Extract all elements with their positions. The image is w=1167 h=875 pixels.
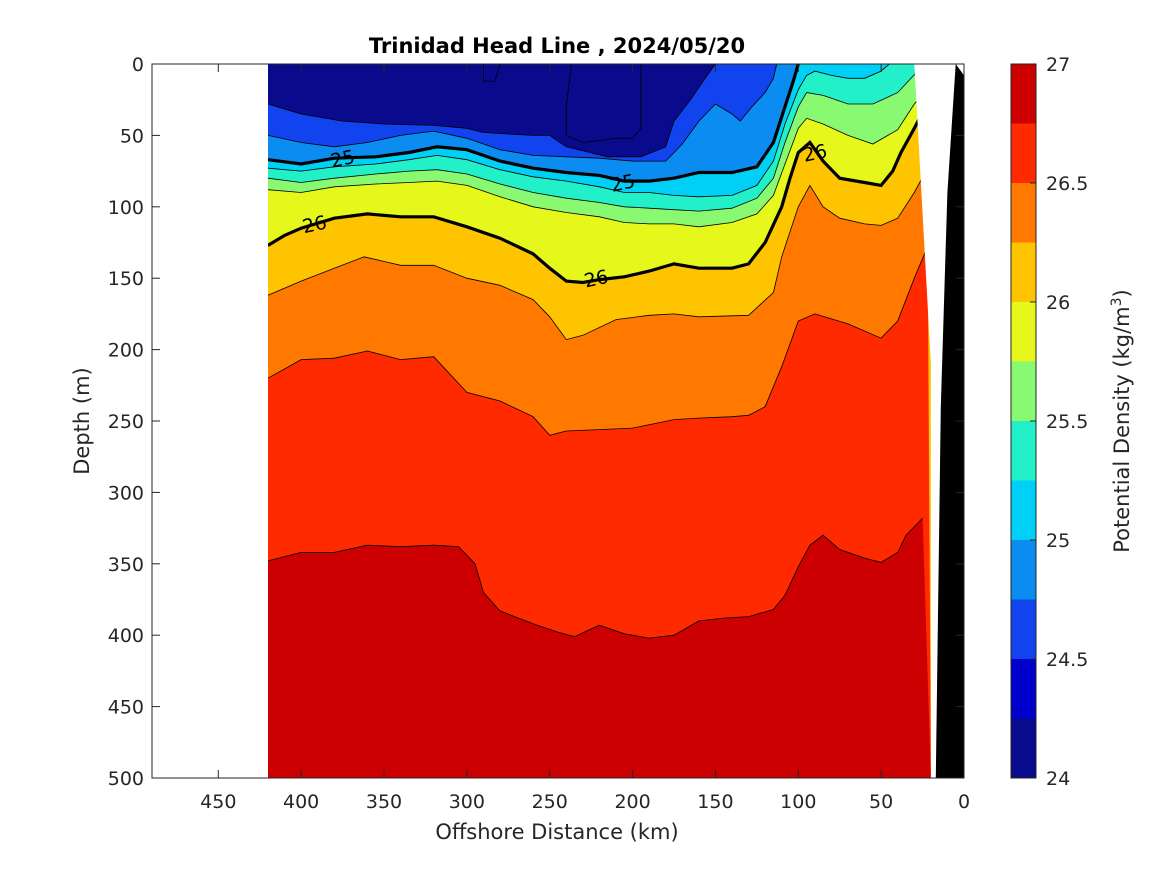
contour-label: 26 [582,266,610,293]
colorbar-label: Potential Density (kg/m3) [1109,289,1134,553]
seafloor-bathymetry [935,64,964,778]
colorbar-segment [1011,242,1036,302]
y-axis-label: Depth (m) [70,367,94,474]
isopycnal-line-26-25 [267,168,928,341]
isopycnal-line-24-75 [267,64,778,162]
colorbar-segment [1011,540,1036,600]
x-axis: 450 400 350 300 250 200 150 100 50 0 [200,64,970,813]
colorbar-label-close: ) [1110,289,1134,297]
colorbar-tick-label: 25.5 [1046,411,1088,433]
colorbar-segment [1011,421,1036,481]
y-axis: 0 50 100 150 200 250 300 350 400 450 500 [108,54,964,790]
colorbar-segment [1011,183,1036,243]
y-tick-label: 0 [132,54,144,76]
colorbar-tick-label: 25 [1046,530,1070,552]
colorbar-tick-label: 27 [1046,54,1070,76]
x-tick-label: 150 [697,791,733,813]
contour-labels: 25 25 26 26 26 [300,140,829,292]
colorbar-label-main: Potential Density (kg/m [1110,306,1134,552]
colorbar-segment [1011,480,1036,540]
colorbar-label-superscript: 3 [1109,297,1125,306]
plot-area [152,64,964,778]
colorbar-tick-label: 24.5 [1046,649,1088,671]
colorbar-tick-label: 26 [1046,292,1070,314]
contour-label: 26 [801,140,829,167]
x-tick-label: 0 [958,791,970,813]
y-tick-label: 250 [108,411,144,433]
y-tick-label: 400 [108,625,144,647]
isopycnal-line-26-75 [267,517,923,639]
contour-label: 25 [329,146,357,173]
isopycnal-line-24-25 [565,64,642,143]
density-band-24-25 [566,64,641,143]
y-tick-label: 500 [108,768,144,790]
isopycnal-line-25 [267,64,800,183]
isopycnal-line-25-25 [267,64,890,198]
isopycnal-line-25-75 [267,89,928,228]
colorbar-segment [1011,718,1036,778]
x-tick-label: 250 [532,791,568,813]
isopycnal-line-24-25 [483,64,501,82]
colorbar-tick-label: 26.5 [1046,173,1088,195]
y-tick-label: 450 [108,697,144,719]
colorbar-tick-label: 24 [1046,768,1070,790]
isopycnal-line-25-5 [267,64,923,212]
colorbar-segment [1011,361,1036,421]
x-tick-label: 200 [614,791,650,813]
contour-label: 26 [300,212,328,239]
x-tick-label: 350 [366,791,402,813]
colorbar-segment [1011,302,1036,362]
colorbar-segment [1011,659,1036,719]
colorbar-segment [1011,64,1036,124]
contour-label: 25 [609,170,637,197]
x-tick-label: 50 [869,791,893,813]
y-tick-label: 350 [108,554,144,576]
y-tick-label: 200 [108,340,144,362]
colorbar-segment [1011,599,1036,659]
isopycnal-line-24-5 [267,64,716,158]
no-data-region [152,64,268,778]
y-tick-label: 150 [108,268,144,290]
plot-frame [151,63,965,779]
x-axis-label: Offshore Distance (km) [435,820,678,844]
density-band-26-75 [268,518,931,778]
colorbar-segment [1011,123,1036,183]
isopycnal-line-26 [267,108,932,285]
y-tick-label: 300 [108,482,144,504]
chart-title: Trinidad Head Line , 2024/05/20 [369,34,745,58]
x-tick-label: 100 [780,791,816,813]
y-tick-label: 50 [120,125,144,147]
y-tick-label: 100 [108,197,144,219]
x-tick-label: 450 [200,791,236,813]
colorbar: 24 24.5 25 25.5 26 26.5 27 [1010,54,1088,790]
x-tick-label: 400 [283,791,319,813]
x-tick-label: 300 [449,791,485,813]
isopycnal-line-26-5 [267,246,928,436]
